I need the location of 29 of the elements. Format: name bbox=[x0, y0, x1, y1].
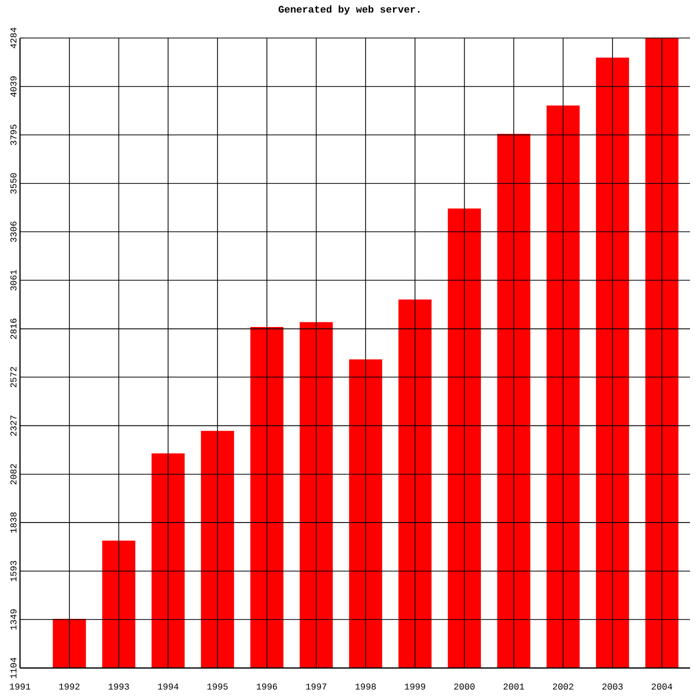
y-tick-label: 1104 bbox=[10, 658, 16, 678]
y-tick-label: 1593 bbox=[10, 560, 16, 582]
y-tick-label: 1349 bbox=[10, 609, 16, 630]
y-tick-label: 3550 bbox=[10, 173, 16, 194]
x-tick-label: 1993 bbox=[108, 684, 129, 690]
y-tick-label: 2327 bbox=[10, 416, 16, 436]
y-tick-label: 2082 bbox=[10, 464, 16, 484]
y-tick-label: 2572 bbox=[10, 367, 16, 388]
y-tick-label: 4039 bbox=[10, 76, 16, 97]
x-tick-label: 1996 bbox=[256, 684, 278, 690]
chart-title: Generated by web server. bbox=[278, 5, 420, 15]
x-tick-label: 1999 bbox=[404, 684, 426, 690]
y-tick-label: 2816 bbox=[10, 318, 16, 339]
x-tick-label: 2001 bbox=[504, 684, 524, 690]
x-tick-label: 1992 bbox=[59, 684, 80, 690]
y-tick-label: 4284 bbox=[10, 28, 16, 48]
x-tick-label: 1991 bbox=[10, 684, 30, 690]
x-tick-label: 1995 bbox=[207, 684, 228, 690]
y-tick-label: 1838 bbox=[10, 512, 16, 533]
x-tick-label: 1998 bbox=[356, 684, 376, 690]
y-tick-label: 3795 bbox=[10, 124, 16, 146]
x-tick-label: 2002 bbox=[552, 684, 574, 690]
x-tick-label: 2000 bbox=[454, 684, 475, 690]
x-tick-label: 2004 bbox=[652, 684, 672, 690]
x-tick-label: 1997 bbox=[306, 684, 326, 690]
y-tick-label: 3306 bbox=[10, 222, 16, 242]
y-tick-label: 3061 bbox=[10, 270, 16, 290]
x-tick-label: 2003 bbox=[602, 684, 623, 690]
x-tick-label: 1994 bbox=[158, 684, 178, 690]
